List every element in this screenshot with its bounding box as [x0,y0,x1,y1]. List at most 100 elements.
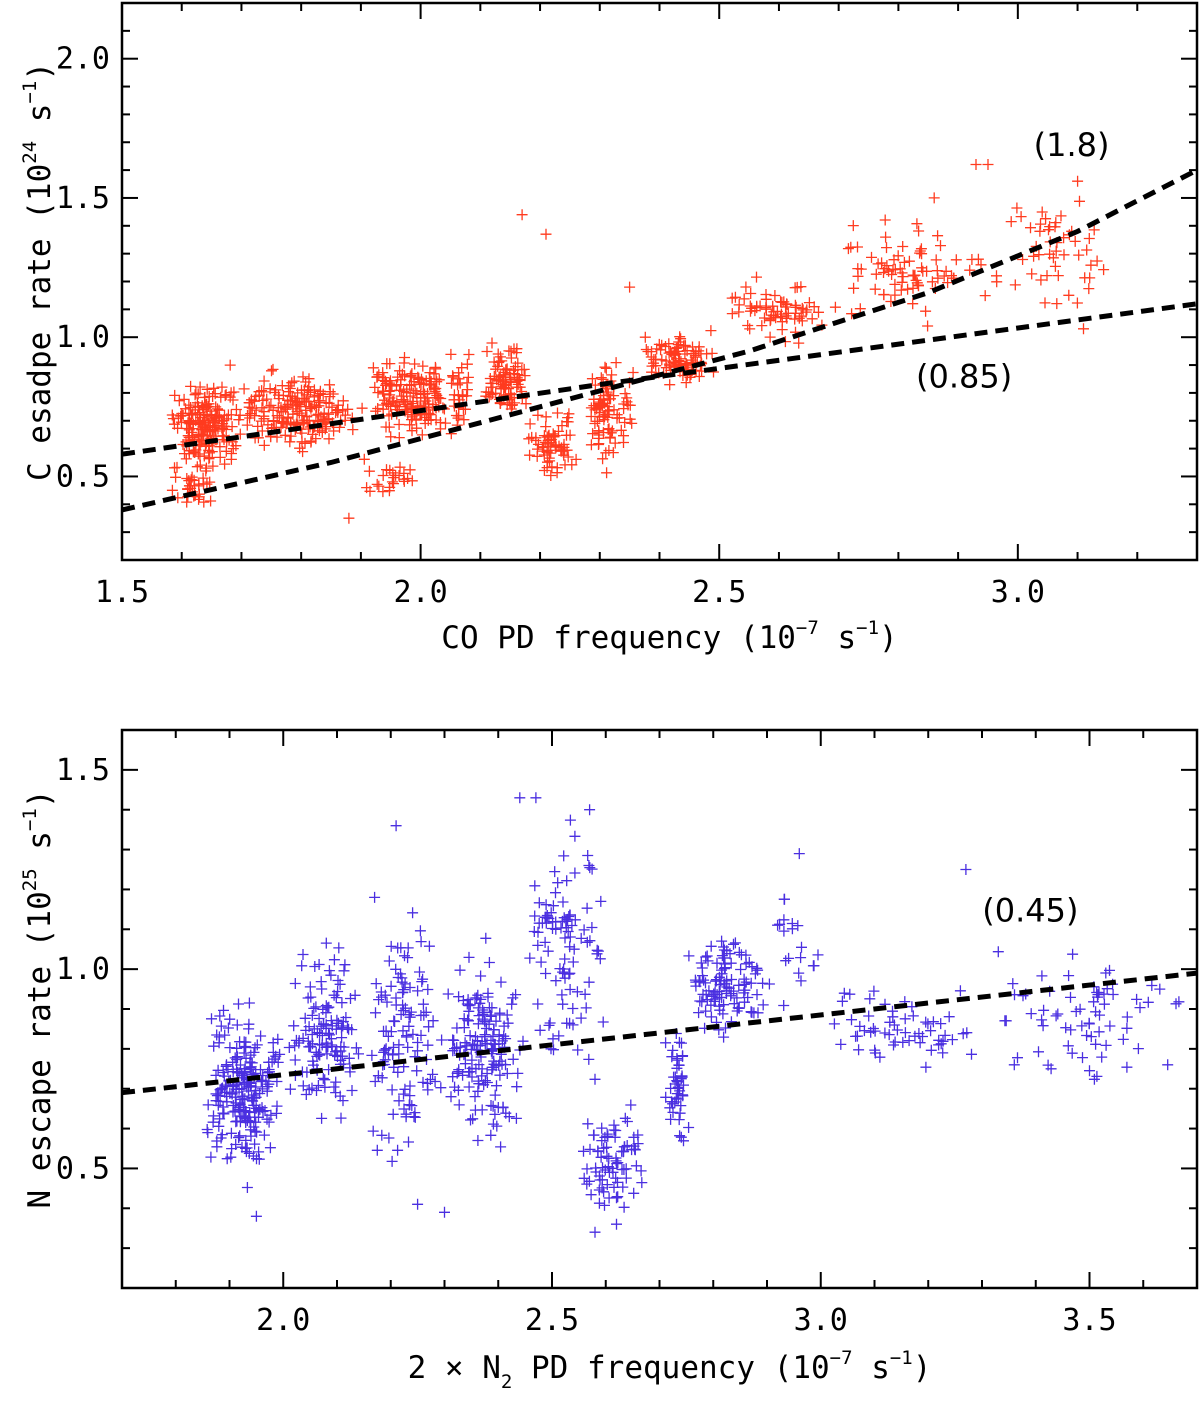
bottom-data-point [208,1040,220,1052]
top-data-point [663,338,675,350]
top-data-point [545,470,557,481]
bottom-data-point [619,1112,631,1124]
bottom-data-point [547,1033,559,1045]
bottom-data-point [249,1125,261,1137]
bottom-data-point [580,1002,592,1014]
top-data-point [279,429,291,441]
top-data-point [921,265,933,277]
bottom-data-point [220,1060,232,1072]
bottom-data-point [328,1081,340,1093]
top-data-point [416,429,428,441]
top-data-point [392,371,404,383]
bottom-data-point [424,1074,436,1085]
top-data-point [599,361,611,373]
bottom-data-point [472,1075,484,1087]
top-data-point [404,464,416,476]
bottom-data-point [317,1072,329,1084]
top-data-point [413,372,425,384]
bottom-data-point [578,1172,590,1184]
bottom-data-point [337,1020,349,1032]
top-data-point [180,453,192,465]
bottom-data-point [463,1081,475,1093]
bottom-data-point [671,1053,683,1064]
bottom-data-point [463,1005,475,1017]
bottom-data-point [404,1011,416,1023]
bottom-data-point [251,1126,263,1138]
top-data-point [524,418,536,430]
top-data-point [225,387,237,399]
top-data-point [775,296,787,308]
bottom-data-point [343,1023,355,1035]
bottom-data-point [590,1166,602,1178]
bottom-data-point [335,1112,347,1124]
top-data-point [526,431,538,443]
top-data-point [645,351,657,363]
top-data-point [775,308,787,320]
bottom-data-point [405,1006,417,1018]
top-data-point [200,465,212,477]
top-data-point [178,393,190,405]
bottom-data-point [677,1050,688,1062]
top-data-point [606,369,618,381]
top-data-point [789,313,801,325]
bottom-data-point [344,1066,356,1078]
bottom-data-point [540,899,552,911]
top-data-point [913,280,924,292]
bottom-data-point [1081,1030,1093,1041]
top-data-point [296,393,308,405]
top-data-point [205,495,217,507]
bottom-data-point [628,1187,640,1199]
bottom-data-point [488,1055,500,1067]
bottom-data-point [660,1091,672,1103]
bottom-data-point [735,964,747,975]
top-data-point [461,358,473,370]
bottom-data-point [306,1082,318,1094]
top-data-point [558,441,570,453]
top-data-point [508,343,520,355]
bottom-data-point [304,981,316,993]
bottom-data-point [733,946,745,958]
bottom-data-point [315,1020,327,1032]
top-data-point [879,214,891,226]
top-fit-lines: (1.8) (0.85) [121,126,1199,513]
top-data-point [595,399,606,411]
bottom-data-point [1093,1026,1105,1038]
top-data-point [286,377,298,389]
bottom-data-point [375,986,387,998]
top-data-point [228,386,240,398]
top-data-point [300,376,312,388]
bottom-data-point [216,1129,228,1141]
bottom-data-point [481,1023,492,1034]
bottom-data-point [325,1033,337,1045]
top-fit-line-0 [121,167,1199,513]
top-data-point [372,387,384,399]
bottom-data-point [726,974,737,985]
bottom-data-point [217,1101,229,1113]
bottom-data-point [482,987,494,999]
bottom-plot-frame [120,728,1199,1290]
bottom-data-point [611,1192,622,1204]
bottom-fit-lines: (0.45) [121,891,1198,1096]
top-data-point [244,412,256,424]
bottom-data-point [486,1002,498,1014]
bottom-data-point [914,1037,926,1049]
top-data-point [238,383,250,395]
bottom-data-point [543,913,555,924]
bottom-data-point [211,1135,223,1147]
bottom-data-point [376,1129,388,1141]
top-data-point [1043,224,1054,236]
top-data-point [428,368,440,380]
bottom-data-point [584,804,596,816]
bottom-data-point [966,1048,977,1060]
top-data-point [738,293,750,305]
top-data-point [808,301,820,313]
bottom-data-point [542,945,554,957]
bottom-data-point [1173,996,1185,1008]
top-data-point [1040,213,1052,225]
bottom-data-point [474,1040,486,1052]
bottom-data-point [696,996,708,1008]
bottom-data-point [427,1068,439,1080]
bottom-data-point [1060,1022,1072,1034]
top-data-point [177,410,189,421]
bottom-data-point [835,1038,847,1050]
